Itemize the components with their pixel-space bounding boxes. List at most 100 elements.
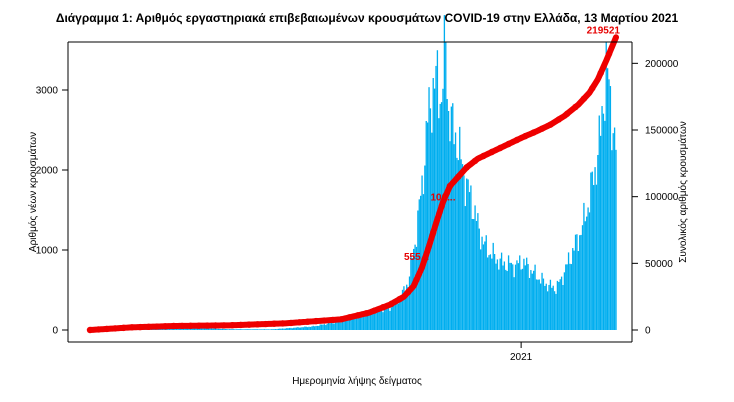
bar	[594, 167, 596, 330]
bar	[315, 325, 317, 330]
bar	[527, 264, 529, 330]
bar	[500, 252, 503, 330]
bar	[258, 329, 260, 330]
bar	[266, 329, 268, 330]
bar	[563, 272, 566, 330]
bar	[567, 252, 570, 330]
bar	[595, 184, 598, 330]
cumulative-point	[363, 310, 370, 317]
bar	[452, 103, 454, 330]
bar	[309, 326, 312, 330]
bar	[604, 120, 606, 330]
chart-title: Διάγραμμα 1: Αριθμός εργαστηριακά επιβεβ…	[56, 11, 679, 25]
bar	[304, 326, 306, 330]
bar	[453, 144, 455, 330]
annotation-label: 219521	[587, 25, 621, 36]
bar	[496, 259, 499, 330]
bar	[528, 277, 531, 330]
cumulative-point	[396, 295, 403, 303]
bar	[240, 329, 242, 330]
bar	[357, 315, 359, 330]
bar	[615, 149, 617, 330]
bar	[327, 322, 330, 330]
bar	[200, 328, 203, 330]
bar	[512, 264, 514, 330]
bar	[491, 258, 493, 330]
cumulative-point	[513, 136, 521, 144]
bar	[459, 126, 461, 330]
bar	[606, 68, 609, 331]
y2-axis-label: Συνολικός αριθμός κρουσμάτων	[677, 121, 689, 263]
bar	[249, 329, 252, 330]
bar	[574, 234, 577, 330]
cumulative-point	[245, 321, 253, 328]
bar	[235, 329, 238, 330]
bar	[435, 65, 437, 330]
bar	[403, 286, 405, 330]
bar	[478, 228, 480, 330]
bar	[196, 327, 199, 330]
bar	[545, 283, 547, 330]
bar	[247, 329, 249, 330]
bar	[530, 270, 532, 330]
bar	[205, 328, 207, 330]
bar	[555, 293, 557, 330]
bar	[599, 135, 602, 330]
bar	[446, 99, 448, 330]
bar	[287, 328, 289, 330]
bar	[219, 328, 221, 330]
bar	[558, 281, 560, 330]
bar	[251, 329, 253, 330]
bar	[281, 328, 284, 330]
bar	[486, 257, 489, 330]
bar	[580, 234, 582, 330]
bar	[313, 326, 316, 330]
bar	[463, 175, 465, 330]
bar	[262, 329, 264, 330]
bar	[288, 327, 291, 330]
bar	[583, 202, 585, 330]
cumulative-point	[86, 326, 94, 334]
bar	[256, 329, 259, 330]
bar	[449, 141, 451, 330]
bar	[392, 305, 394, 330]
bar	[556, 280, 559, 330]
bar	[354, 315, 356, 330]
bar	[365, 313, 367, 330]
bar	[579, 235, 581, 330]
cumulative-point	[346, 314, 353, 321]
bar	[454, 132, 457, 330]
bar	[344, 319, 346, 330]
bar	[323, 324, 326, 330]
bar	[380, 310, 383, 330]
bar	[474, 205, 476, 330]
bar	[241, 329, 243, 330]
bar	[334, 321, 337, 330]
bar	[373, 313, 376, 330]
bar	[411, 258, 413, 330]
bar	[436, 50, 439, 330]
cumulative-point	[555, 116, 562, 123]
x-tick-label: 2021	[510, 352, 533, 363]
annotation-label: 100...	[430, 193, 455, 204]
bar	[570, 264, 573, 330]
bar	[364, 312, 366, 330]
bar	[277, 328, 280, 330]
bar	[440, 102, 443, 330]
bar	[393, 304, 395, 330]
cumulative-point	[120, 324, 127, 332]
bar	[482, 244, 485, 330]
cumulative-point	[312, 317, 320, 325]
bar	[376, 307, 379, 330]
bar	[593, 185, 595, 330]
bar	[355, 317, 358, 330]
bar	[406, 284, 408, 330]
bar	[255, 329, 257, 330]
bar	[443, 15, 446, 331]
cumulative-point	[572, 103, 579, 111]
bar	[238, 329, 240, 330]
cumulative-point	[204, 322, 211, 329]
bar	[524, 265, 526, 330]
cumulative-point	[279, 320, 286, 327]
bar	[385, 308, 387, 330]
